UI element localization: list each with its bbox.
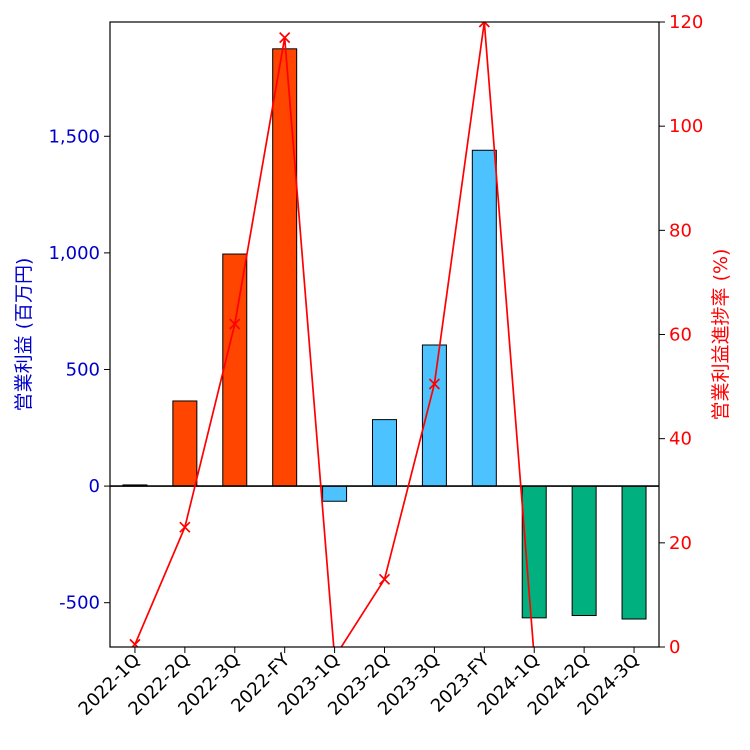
- right-tick-label: 0: [669, 637, 680, 658]
- bar-2023-2Q: [372, 419, 397, 487]
- left-axis-ticks: -500 0 500 1,000 1,500: [48, 126, 110, 614]
- bar-2023-FY: [471, 149, 497, 487]
- right-tick-label: 20: [669, 533, 692, 554]
- x-axis-ticks: 2022-1Q2022-2Q2022-3Q2022-FY2023-1Q2023-…: [75, 647, 644, 720]
- left-tick-label: 0: [89, 476, 100, 497]
- right-axis-ticks: 0 20 40 60 80 100 120: [659, 12, 703, 658]
- right-tick-label: 100: [669, 116, 703, 137]
- bar-2024-3Q: [621, 485, 647, 620]
- marker-2023-2Q: [378, 573, 391, 585]
- marker-2022-FY: [279, 32, 291, 44]
- marker-2022-3Q: [229, 318, 241, 330]
- right-tick-label: 80: [669, 220, 692, 241]
- progress-rate-line: [134, 22, 535, 647]
- left-tick-label: 1,500: [48, 126, 100, 147]
- right-tick-label: 120: [669, 12, 703, 33]
- right-tick-label: 60: [669, 325, 692, 346]
- bar-2023-1Q: [322, 485, 348, 502]
- left-axis-title: 営業利益 (百万円): [13, 258, 35, 412]
- left-tick-label: 1,000: [48, 243, 100, 264]
- right-axis-title: 営業利益進捗率 (%): [710, 249, 732, 421]
- bar-2022-3Q: [222, 253, 248, 487]
- bar-2022-FY: [272, 48, 298, 487]
- marker-2023-3Q: [428, 378, 441, 390]
- right-tick-label: 40: [669, 429, 692, 450]
- bar-2024-2Q: [571, 485, 597, 617]
- left-tick-label: -500: [59, 593, 100, 614]
- bar-2022-2Q: [172, 400, 198, 487]
- marker-2022-2Q: [179, 521, 191, 533]
- left-tick-label: 500: [66, 359, 100, 380]
- progress-rate-series: [129, 22, 535, 647]
- bar-series: [122, 48, 647, 620]
- marker-2023-FY: [478, 22, 490, 28]
- marker-2022-1Q: [129, 638, 141, 647]
